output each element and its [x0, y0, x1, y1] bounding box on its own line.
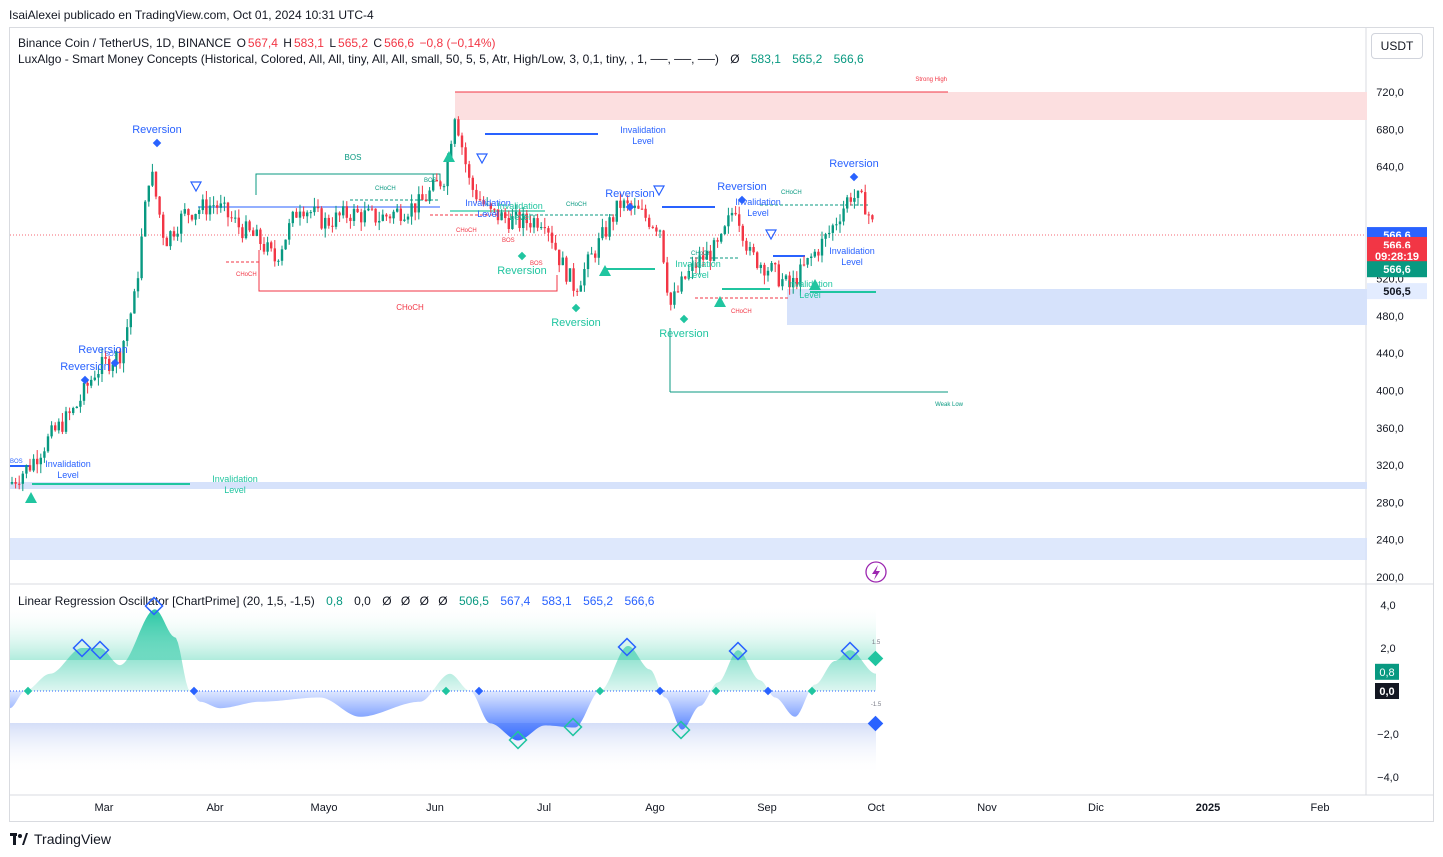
change-value: −0,8 (−0,14%) [419, 36, 496, 50]
indicator-value-0: Ø [730, 52, 740, 66]
osc-value-3: Ø [400, 594, 411, 608]
osc-value-2: Ø [382, 594, 392, 608]
osc-value-8: 583,1 [541, 594, 572, 608]
oscillator-legend[interactable]: Linear Regression Oscillator [ChartPrime… [18, 594, 656, 608]
indicator-value-3: 566,6 [833, 52, 864, 66]
symbol-legend: Binance Coin / TetherUS, 1D, BINANCE O 56… [18, 36, 498, 50]
tradingview-wordmark: TradingView [34, 831, 112, 847]
close-label: C [373, 36, 383, 50]
high-label: H [283, 36, 292, 50]
high-value: 583,1 [293, 36, 324, 50]
open-label: O [236, 36, 246, 50]
low-label: L [329, 36, 337, 50]
currency-button[interactable]: USDT [1371, 33, 1423, 59]
osc-value-7: 567,4 [500, 594, 531, 608]
low-value: 565,2 [338, 36, 369, 50]
tradingview-mark-icon [10, 833, 28, 845]
indicator-legend[interactable]: LuxAlgo - Smart Money Concepts (Historic… [18, 52, 866, 66]
open-value: 567,4 [247, 36, 278, 50]
indicator-value-1: 583,1 [750, 52, 781, 66]
indicator-value-2: 565,2 [792, 52, 823, 66]
oscillator-title: Linear Regression Oscillator [ChartPrime… [18, 594, 315, 608]
osc-value-5: Ø [438, 594, 448, 608]
osc-value-1: 0,0 [354, 594, 371, 608]
osc-value-4: Ø [419, 594, 429, 608]
chart-frame [9, 27, 1434, 822]
indicator-name: LuxAlgo - Smart Money Concepts (Historic… [18, 52, 719, 66]
close-value: 566,6 [384, 36, 415, 50]
osc-value-9: 565,2 [583, 594, 614, 608]
symbol-name: Binance Coin / TetherUS, 1D, BINANCE [18, 36, 232, 50]
osc-value-6: 506,5 [458, 594, 489, 608]
tradingview-logo[interactable]: TradingView [10, 831, 111, 847]
publisher-line: IsaiAlexei publicado en TradingView.com,… [9, 8, 374, 22]
osc-value-0: 0,8 [326, 594, 343, 608]
osc-value-10: 566,6 [624, 594, 655, 608]
